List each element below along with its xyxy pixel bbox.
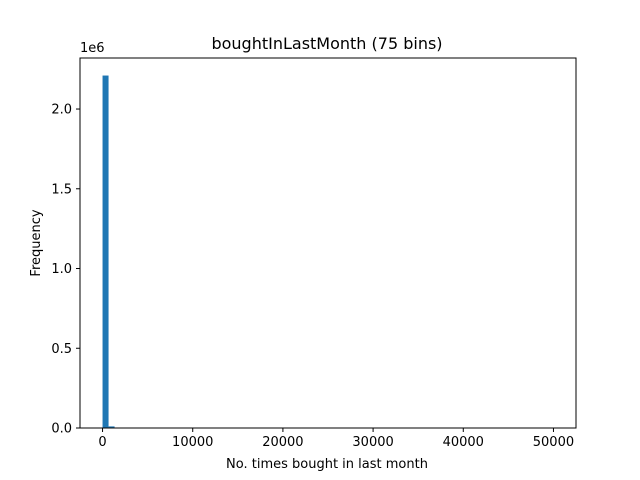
plot-area — [102, 75, 115, 429]
y-tick-label: 1.5 — [51, 182, 72, 197]
x-axis-label: No. times bought in last month — [226, 457, 428, 472]
y-tick-label: 0.0 — [51, 422, 72, 437]
y-tick-label: 0.5 — [51, 342, 72, 357]
y-tick-label: 2.0 — [51, 103, 72, 118]
histogram-bar — [102, 75, 109, 429]
x-tick-label: 50000 — [533, 435, 574, 450]
x-tick-label: 10000 — [172, 435, 213, 450]
y-axis-offset-label: 1e6 — [80, 41, 105, 56]
chart-title: boughtInLastMonth (75 bins) — [211, 34, 442, 53]
y-axis-label: Frequency — [29, 209, 44, 276]
histogram-bar — [108, 426, 115, 428]
x-tick-label: 20000 — [262, 435, 303, 450]
x-tick-label: 40000 — [443, 435, 484, 450]
y-tick-label: 1.0 — [51, 262, 72, 277]
x-tick-label: 0 — [98, 435, 106, 450]
x-tick-label: 30000 — [352, 435, 393, 450]
axes-frame — [79, 57, 577, 429]
